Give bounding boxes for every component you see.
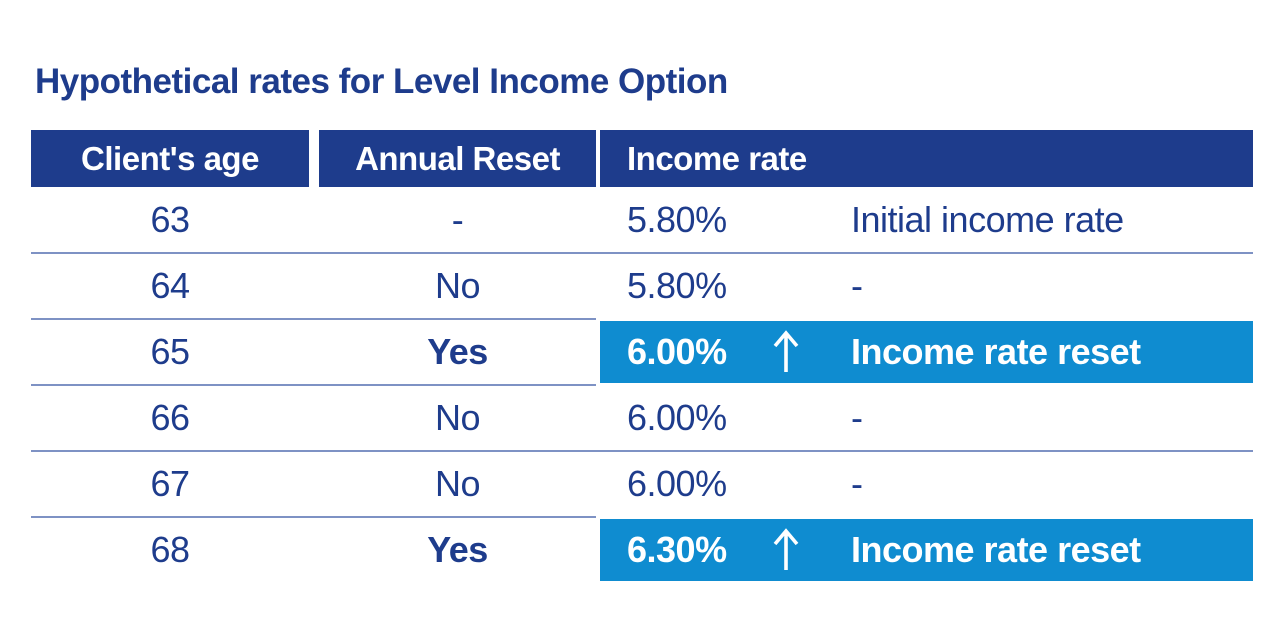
rates-table: Client's age Annual Reset Income rate 63…: [31, 130, 1253, 583]
cell-income-rate: 6.00%: [627, 463, 727, 504]
table-header-row: Client's age Annual Reset Income rate: [31, 130, 1253, 187]
cell-annual-reset: Yes: [427, 529, 488, 570]
cell-rate-note: Income rate reset: [851, 529, 1141, 570]
header-income-rate: Income rate: [600, 130, 1253, 187]
cell-annual-reset: No: [434, 265, 481, 306]
cell-annual-reset: Yes: [427, 331, 488, 372]
cell-income-rate: 5.80%: [627, 265, 727, 306]
cell-income-rate: 5.80%: [627, 199, 727, 240]
cell-income-rate: 6.00%: [627, 397, 727, 438]
cell-age: 66: [150, 397, 190, 438]
table-body: 63 - 5.80% Initial income rate 64 No 5.8…: [31, 187, 1253, 583]
income-rate-reset-highlight: 6.00% Income rate reset: [600, 321, 1253, 383]
cell-age: 68: [150, 529, 190, 570]
page-title: Hypothetical rates for Level Income Opti…: [35, 62, 728, 101]
table-row-age-64: 64 No 5.80% -: [31, 253, 1253, 320]
header-clients-age: Client's age: [31, 130, 309, 187]
cell-annual-reset: -: [451, 199, 464, 240]
table-row-age-66: 66 No 6.00% -: [31, 385, 1253, 452]
cell-annual-reset: No: [434, 463, 481, 504]
cell-income-rate: 6.30%: [627, 529, 727, 570]
income-rate-reset-highlight: 6.30% Income rate reset: [600, 519, 1253, 581]
cell-age: 67: [150, 463, 190, 504]
cell-age: 63: [150, 199, 190, 240]
cell-rate-note: Income rate reset: [851, 331, 1141, 372]
up-arrow-icon: [773, 528, 799, 570]
up-arrow-icon: [773, 330, 799, 372]
table-row-age-67: 67 No 6.00% -: [31, 451, 1253, 518]
table-row-age-68: 68 Yes 6.30% Income rate reset: [31, 517, 1253, 583]
cell-rate-note: -: [851, 265, 863, 306]
cell-income-rate: 6.00%: [627, 331, 727, 372]
table-row-age-63: 63 - 5.80% Initial income rate: [31, 187, 1253, 254]
header-annual-reset: Annual Reset: [319, 130, 596, 187]
cell-annual-reset: No: [434, 397, 481, 438]
cell-age: 65: [150, 331, 190, 372]
cell-age: 64: [150, 265, 190, 306]
cell-rate-note: -: [851, 397, 863, 438]
cell-rate-note: Initial income rate: [851, 199, 1124, 240]
cell-rate-note: -: [851, 463, 863, 504]
table-row-age-65: 65 Yes 6.00% Income rate reset: [31, 319, 1253, 386]
